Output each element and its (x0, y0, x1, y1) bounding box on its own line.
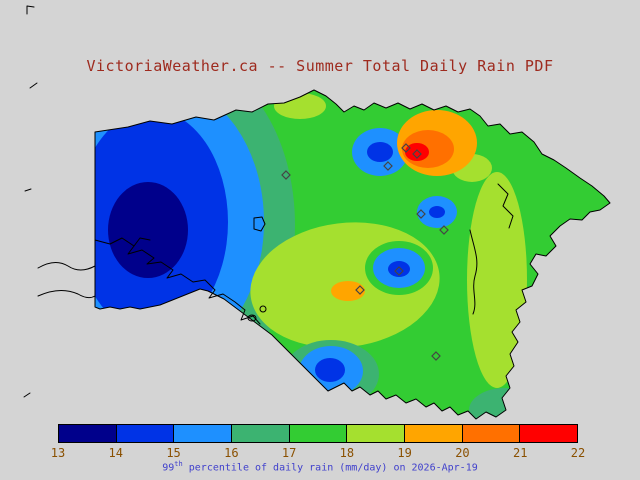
coastline-fragment-edge-2 (24, 188, 32, 192)
colorbar-tick-14: 14 (108, 446, 123, 460)
coastline-fragment-edge-3 (23, 392, 31, 398)
station-markers (281, 143, 449, 361)
coastline-island-c (259, 305, 267, 313)
contour-blob-eastband-18-19 (467, 172, 527, 388)
colorbar-segment-2 (173, 424, 233, 443)
coastline-spur (133, 237, 151, 247)
station-marker-diamond (401, 143, 411, 153)
station-marker-diamond (383, 161, 393, 171)
station-marker-diamond (439, 225, 449, 235)
colorbar-segment-5 (346, 424, 406, 443)
chart-title: VictoriaWeather.ca -- Summer Total Daily… (86, 57, 554, 75)
caption-ordinal: th (174, 460, 183, 468)
caption-number: 99 (162, 462, 175, 474)
coastline-saanich-inlet (469, 229, 478, 315)
colorbar-caption: 99th percentile of daily rain (mm/day) o… (0, 460, 640, 473)
colorbar-tick-16: 16 (224, 446, 239, 460)
colorbar-tick-13: 13 (50, 446, 66, 460)
station-marker-diamond (281, 170, 291, 180)
colorbar (58, 424, 579, 443)
colorbar-segment-3 (231, 424, 290, 443)
coastline-peninsula (497, 183, 514, 229)
coastline-fragment-corner (26, 5, 35, 15)
caption-text: percentile of daily rain (mm/day) on 202… (182, 462, 478, 474)
coastline-island-b (247, 314, 257, 322)
colorbar-tick-22: 22 (570, 446, 586, 460)
contour-max-21-22 (405, 143, 429, 161)
colorbar-tick-20: 20 (455, 446, 470, 460)
coastlines (94, 183, 514, 325)
colorbar-segment-6 (404, 424, 463, 443)
coastline-fragment-west-1 (37, 262, 96, 271)
colorbar-tick-19: 19 (397, 446, 412, 460)
colorbar-ticks: 13 14 15 16 17 18 19 20 21 22 (0, 446, 640, 460)
contour-spot-c-14-15 (388, 261, 410, 277)
coastline-island-a (253, 216, 266, 232)
colorbar-segment-1 (115, 424, 175, 443)
contour-spot-centre-19-20 (331, 281, 365, 301)
colorbar-tick-18: 18 (339, 446, 355, 460)
colorbar-tick-21: 21 (512, 446, 528, 460)
station-marker-diamond (431, 351, 441, 361)
coastline-fragment-edge-1 (29, 82, 38, 89)
colorbar-segment-8 (519, 424, 579, 443)
map-domain-outline (94, 89, 611, 420)
station-marker-diamond (416, 209, 426, 219)
colorbar-segment-7 (461, 424, 521, 443)
station-marker-diamond (412, 149, 422, 159)
contour-spot-b-14-15 (429, 206, 445, 218)
colorbar-segment-4 (288, 424, 348, 443)
station-marker-diamond (355, 285, 365, 295)
map-fragments (23, 5, 96, 398)
colorbar-tick-17: 17 (281, 446, 297, 460)
coastline-inlet (94, 237, 261, 325)
contour-spot-a-14-15 (367, 142, 393, 162)
colorbar-segment-0 (58, 424, 117, 443)
colorbar-tick-15: 15 (166, 446, 181, 460)
coastline-fragment-west-2 (37, 290, 96, 299)
station-marker-diamond (394, 266, 404, 276)
contour-spot-south-14-15 (315, 358, 345, 382)
